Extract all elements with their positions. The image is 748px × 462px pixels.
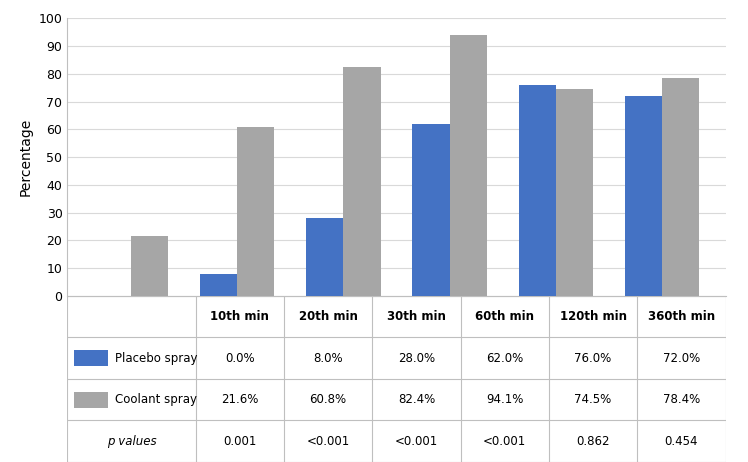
Text: Coolant spray: Coolant spray [114, 393, 197, 406]
Bar [74, 392, 108, 407]
Text: p values: p values [107, 435, 156, 448]
Bar [74, 350, 108, 366]
Bar [518, 85, 556, 296]
Bar [450, 35, 487, 296]
Bar [200, 274, 237, 296]
Text: 72.0%: 72.0% [663, 352, 700, 365]
Bar [343, 67, 381, 296]
Text: 10th min: 10th min [210, 310, 269, 323]
Bar [662, 79, 699, 296]
Text: 0.454: 0.454 [665, 435, 698, 448]
Text: 62.0%: 62.0% [486, 352, 524, 365]
Text: <0.001: <0.001 [307, 435, 350, 448]
Text: 21.6%: 21.6% [221, 393, 259, 406]
Text: <0.001: <0.001 [483, 435, 527, 448]
Text: 0.862: 0.862 [577, 435, 610, 448]
Y-axis label: Percentage: Percentage [19, 118, 33, 196]
Bar [131, 236, 168, 296]
Text: 60.8%: 60.8% [310, 393, 347, 406]
Bar [412, 124, 450, 296]
Text: 76.0%: 76.0% [574, 352, 612, 365]
Text: 360th min: 360th min [648, 310, 715, 323]
Text: 74.5%: 74.5% [574, 393, 612, 406]
Text: 94.1%: 94.1% [486, 393, 524, 406]
Text: 28.0%: 28.0% [398, 352, 435, 365]
Text: 60th min: 60th min [475, 310, 534, 323]
Bar [237, 127, 275, 296]
Text: Placebo spray: Placebo spray [114, 352, 197, 365]
Bar [625, 96, 662, 296]
Bar [556, 89, 593, 296]
Text: 20th min: 20th min [298, 310, 358, 323]
Text: <0.001: <0.001 [395, 435, 438, 448]
Text: 30th min: 30th min [387, 310, 446, 323]
Text: 0.0%: 0.0% [225, 352, 254, 365]
Text: 0.001: 0.001 [223, 435, 257, 448]
Text: 78.4%: 78.4% [663, 393, 700, 406]
Text: 120th min: 120th min [560, 310, 627, 323]
Bar [306, 218, 343, 296]
Text: 82.4%: 82.4% [398, 393, 435, 406]
Text: 8.0%: 8.0% [313, 352, 343, 365]
